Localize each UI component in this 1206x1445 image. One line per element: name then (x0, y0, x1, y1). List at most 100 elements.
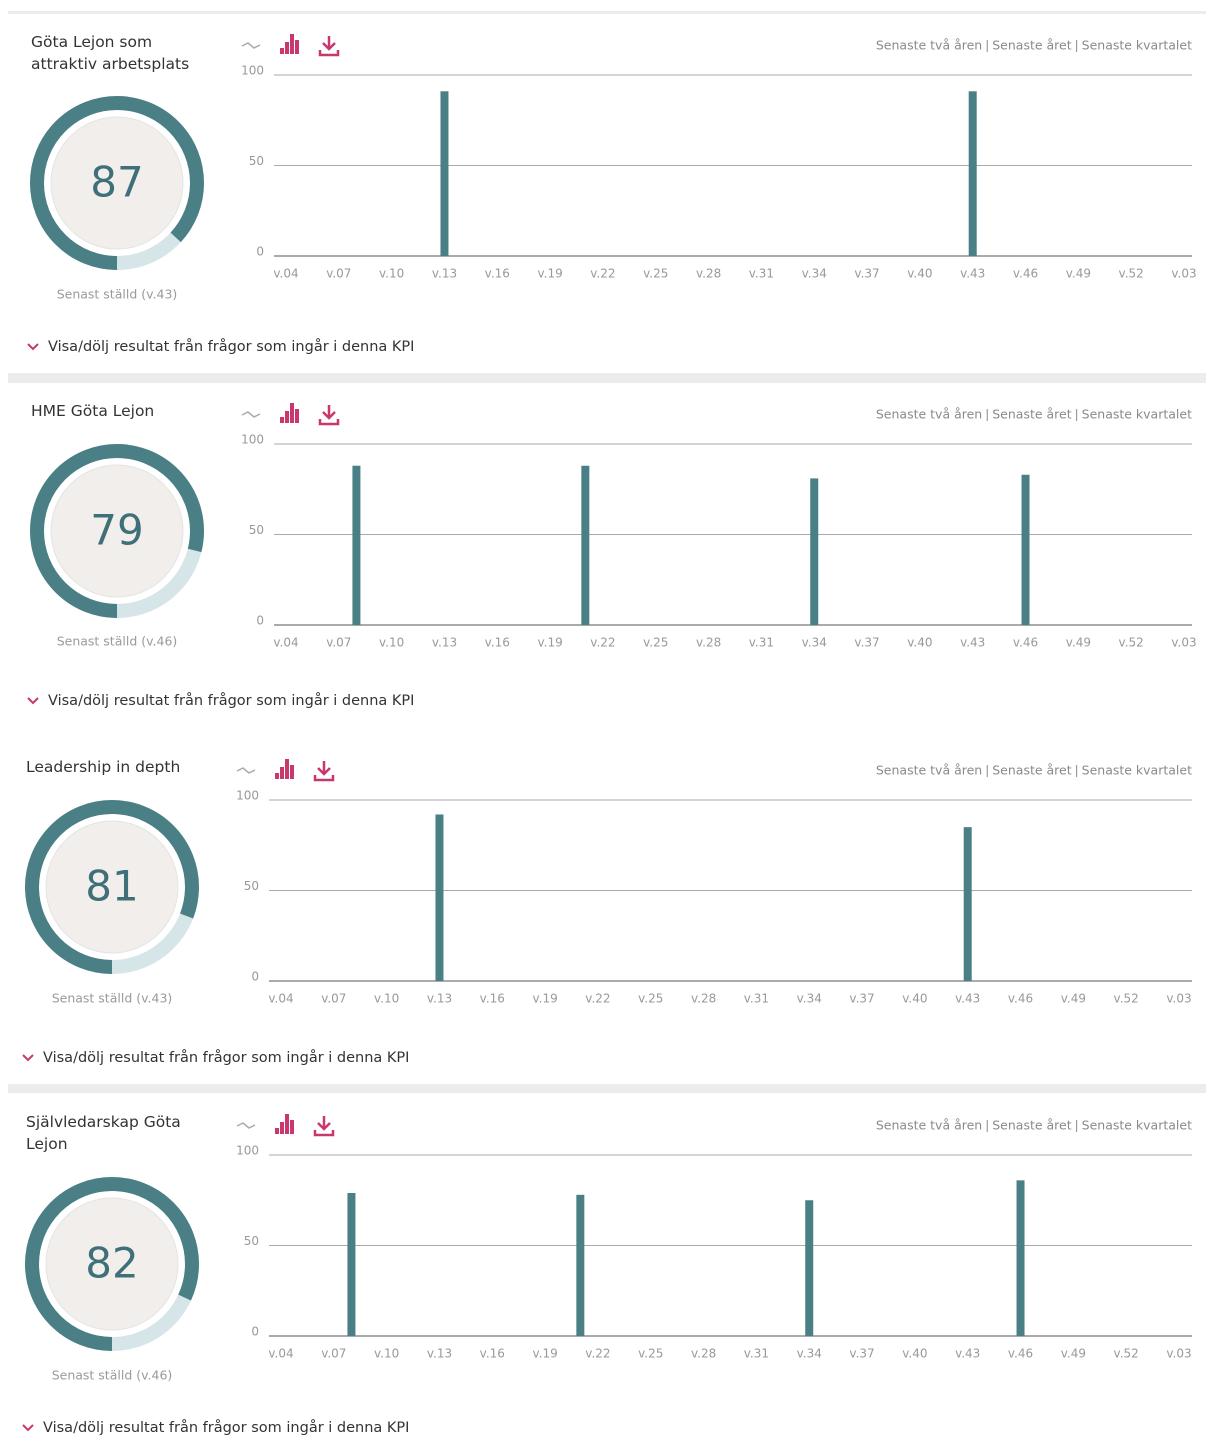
y-tick-label: 50 (249, 154, 264, 168)
bar-chart-icon[interactable] (275, 773, 279, 779)
bar-chart-icon[interactable] (280, 417, 284, 423)
period-link[interactable]: Senaste två åren (876, 407, 982, 422)
kpi-score: 79 (90, 506, 143, 555)
period-link[interactable]: Senaste kvartalet (1082, 763, 1192, 778)
chevron[interactable] (23, 1425, 33, 1430)
period-link[interactable]: Senaste kvartalet (1082, 407, 1192, 422)
chevron[interactable] (28, 344, 38, 349)
x-tick-label: v.04 (268, 992, 293, 1006)
last-asked: Senast ställd (v.46) (57, 634, 178, 649)
x-tick-label: v.07 (321, 1347, 346, 1361)
period-link[interactable]: Senaste året (992, 763, 1071, 778)
bar (435, 814, 443, 981)
period-link[interactable]: Senaste kvartalet (1082, 1118, 1192, 1133)
x-tick-label: v.43 (960, 636, 985, 650)
x-tick-label: v.25 (643, 267, 668, 281)
x-tick-label: v.31 (749, 267, 774, 281)
bar-chart-icon[interactable] (280, 48, 284, 54)
period-link[interactable]: Senaste två åren (876, 763, 982, 778)
period-link[interactable]: Senaste två åren (876, 1118, 982, 1133)
kpi-toggle[interactable]: Visa/dölj resultat från frågor som ingår… (43, 1419, 409, 1436)
period-link[interactable]: Senaste två åren (876, 38, 982, 53)
line-chart-icon[interactable] (242, 412, 260, 417)
x-tick-label: v.46 (1013, 267, 1038, 281)
download-icon[interactable] (320, 405, 338, 424)
period-link[interactable]: Senaste året (992, 38, 1071, 53)
x-tick-label: v.19 (537, 636, 562, 650)
chevron[interactable] (23, 1055, 33, 1060)
download-icon[interactable] (315, 761, 333, 780)
x-tick-label: v.03 (1166, 992, 1191, 1006)
bar (581, 466, 589, 625)
bar (440, 91, 448, 256)
bar-chart-icon[interactable] (285, 759, 289, 779)
bar-chart-icon[interactable] (290, 34, 294, 54)
period-link[interactable]: Senaste kvartalet (1082, 38, 1192, 53)
dashboard: 87Senast ställd (v.43)Visa/dölj resultat… (0, 0, 1206, 1445)
bar-chart-icon[interactable] (295, 409, 299, 423)
bar-chart-icon[interactable] (290, 403, 294, 423)
kpi-toggle[interactable]: Visa/dölj resultat från frågor som ingår… (48, 692, 414, 709)
kpi-title: Självledarskap Göta Lejon (26, 1111, 196, 1155)
bar (969, 91, 977, 256)
x-tick-label: v.25 (638, 992, 663, 1006)
x-tick-label: v.28 (696, 636, 721, 650)
y-tick-label: 0 (256, 614, 264, 628)
line-chart-icon[interactable] (237, 1123, 255, 1128)
x-tick-label: v.43 (960, 267, 985, 281)
bar-chart-icon[interactable] (275, 1128, 279, 1134)
bar-chart-icon[interactable] (285, 1114, 289, 1134)
y-tick-label: 100 (236, 789, 259, 803)
kpi-toggle[interactable]: Visa/dölj resultat från frågor som ingår… (48, 338, 414, 355)
x-tick-label: v.16 (480, 1347, 505, 1361)
bar-chart-icon[interactable] (290, 765, 294, 779)
x-tick-label: v.16 (485, 636, 510, 650)
x-tick-label: v.40 (902, 992, 927, 1006)
last-asked: Senast ställd (v.46) (52, 1368, 173, 1383)
bar (576, 1195, 584, 1336)
bar-chart-icon[interactable] (280, 1122, 284, 1134)
chevron[interactable] (28, 698, 38, 703)
bar-chart-icon[interactable] (285, 42, 289, 54)
period-link[interactable]: Senaste året (992, 1118, 1071, 1133)
download-icon[interactable] (320, 36, 338, 55)
x-tick-label: v.07 (326, 636, 351, 650)
bar-chart-icon[interactable] (280, 767, 284, 779)
x-tick-label: v.22 (585, 1347, 610, 1361)
x-tick-label: v.31 (744, 992, 769, 1006)
bar-chart-icon[interactable] (290, 1120, 294, 1134)
x-tick-label: v.04 (273, 267, 298, 281)
y-tick-label: 0 (256, 245, 264, 259)
bar-chart-icon[interactable] (285, 411, 289, 423)
x-tick-label: v.13 (427, 1347, 452, 1361)
bar (347, 1193, 355, 1336)
x-tick-label: v.52 (1114, 1347, 1139, 1361)
x-tick-label: v.52 (1119, 636, 1144, 650)
x-tick-label: v.37 (854, 636, 879, 650)
x-tick-label: v.22 (590, 267, 615, 281)
last-asked: Senast ställd (v.43) (52, 991, 173, 1006)
x-tick-label: v.37 (854, 267, 879, 281)
line-chart-icon[interactable] (242, 43, 260, 48)
x-tick-label: v.40 (907, 267, 932, 281)
x-tick-label: v.46 (1013, 636, 1038, 650)
x-tick-label: v.46 (1008, 992, 1033, 1006)
x-tick-label: v.34 (797, 992, 822, 1006)
y-tick-label: 0 (251, 970, 259, 984)
kpi-score: 82 (85, 1239, 138, 1288)
x-tick-label: v.43 (955, 1347, 980, 1361)
period-link[interactable]: Senaste året (992, 407, 1071, 422)
separator (8, 1084, 1206, 1093)
x-tick-label: v.34 (802, 267, 827, 281)
bar-chart-icon[interactable] (295, 40, 299, 54)
kpi-toggle[interactable]: Visa/dölj resultat från frågor som ingår… (43, 1049, 409, 1066)
line-chart-icon[interactable] (237, 768, 255, 773)
separator (8, 373, 1206, 383)
x-tick-label: v.10 (374, 1347, 399, 1361)
separator (8, 11, 1206, 14)
x-tick-label: v.03 (1171, 267, 1196, 281)
y-tick-label: 100 (241, 433, 264, 447)
download-icon[interactable] (315, 1116, 333, 1135)
kpi-title: HME Göta Lejon (31, 400, 201, 422)
y-tick-label: 0 (251, 1325, 259, 1339)
